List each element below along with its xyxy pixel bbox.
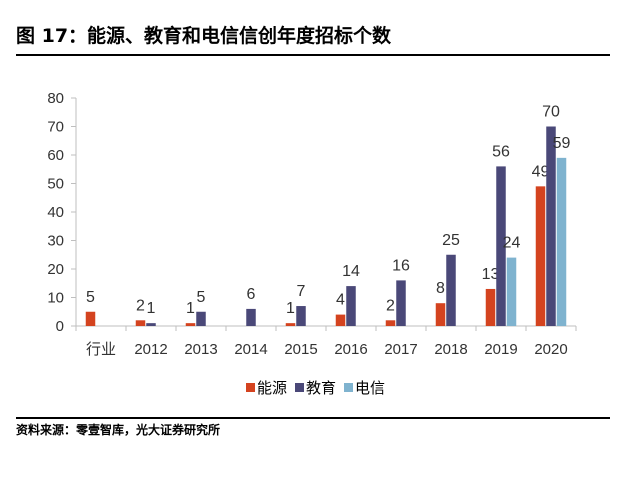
chart-legend: 能源 教育 电信 [246,377,385,398]
legend-item-telecom: 电信 [344,377,385,398]
y-tick-label: 10 [47,290,64,307]
y-tick-label: 70 [47,119,64,136]
bar [496,166,506,326]
data-label: 1 [186,300,195,317]
bar [246,308,256,326]
x-tick-label: 2018 [434,341,467,358]
x-tick-label: 2019 [484,341,517,358]
data-label: 1 [147,300,156,317]
legend-label-energy: 能源 [257,379,288,397]
legend-label-telecom: 电信 [355,379,386,397]
data-label: 2 [136,297,145,314]
data-label: 5 [86,289,95,306]
data-label: 56 [492,143,510,160]
title-rule [16,54,610,56]
x-tick-label: 2015 [284,341,317,358]
x-tick-label: 2016 [334,341,367,358]
data-label: 2 [386,297,395,314]
x-tick-label: 2013 [184,341,217,358]
data-label: 14 [342,263,360,280]
bar [296,306,306,326]
x-tick-label: 行业 [86,341,116,358]
bar [435,303,446,326]
y-tick-label: 50 [47,176,64,193]
legend-swatch-energy [246,383,255,392]
data-label: 6 [247,286,256,303]
data-label: 16 [392,257,410,274]
legend-swatch-telecom [344,383,354,392]
figure-title: 图 17：能源、教育和电信信创年度招标个数 [16,25,392,47]
source-rule [16,417,610,419]
legend-label-education: 教育 [306,379,337,397]
legend-swatch-education [295,383,305,392]
data-label: 7 [297,283,306,300]
legend-item-education: 教育 [295,377,336,398]
y-tick-label: 0 [56,318,64,335]
y-tick-label: 80 [47,90,64,107]
x-tick-label: 2014 [234,341,267,358]
data-label: 25 [442,232,460,249]
bar [185,323,196,326]
y-tick-label: 20 [47,261,64,278]
x-tick-label: 2012 [134,341,167,358]
y-tick-label: 30 [47,233,64,250]
data-label: 5 [197,289,206,306]
bar [285,323,296,326]
bar [196,311,206,326]
bar [485,288,496,326]
bar [546,126,556,326]
bar [446,254,456,326]
data-label: 24 [503,235,521,252]
data-label: 70 [542,104,560,121]
y-tick-label: 60 [47,147,64,164]
bar [556,157,567,326]
data-label: 8 [436,280,445,297]
data-label: 4 [336,292,345,309]
bar [135,320,146,326]
bar [385,320,396,326]
x-tick-label: 2017 [384,341,417,358]
bar [85,311,96,326]
data-label: 1 [286,300,295,317]
bar [396,280,406,326]
bar [335,314,346,326]
bar [535,186,546,326]
data-label: 49 [532,163,550,180]
source-note: 资料来源：零壹智库，光大证券研究所 [16,423,221,437]
x-tick-label: 2020 [534,341,567,358]
y-tick-label: 40 [47,204,64,221]
data-label: 59 [553,135,571,152]
data-label: 13 [482,266,500,283]
bar [506,257,517,326]
bar [346,286,356,326]
legend-item-energy: 能源 [246,377,287,398]
bar [146,323,156,326]
